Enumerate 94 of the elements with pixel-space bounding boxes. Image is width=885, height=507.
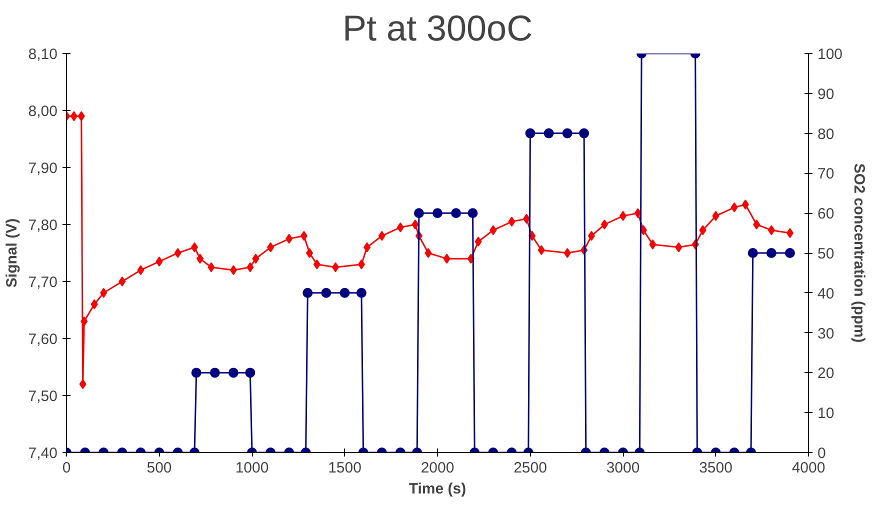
- point: [246, 262, 254, 272]
- point: [730, 202, 738, 212]
- y2-tick-label: 70: [818, 166, 834, 183]
- point: [90, 299, 98, 310]
- point: [313, 259, 320, 270]
- point: [784, 248, 795, 258]
- x-tick-label: 4000: [792, 460, 826, 476]
- point: [600, 220, 608, 230]
- point: [252, 254, 260, 264]
- point: [358, 259, 365, 270]
- point: [412, 220, 419, 230]
- x-tick-label: 2500: [514, 460, 547, 476]
- point: [100, 288, 108, 298]
- y2-axis-title: SO2 concentration (ppm): [850, 163, 868, 343]
- point: [70, 111, 78, 122]
- x-tick-label: 1000: [235, 460, 269, 476]
- y-tick-label: 7,80: [28, 217, 58, 234]
- chart-title: Pt at 300oC: [342, 8, 533, 48]
- point: [306, 248, 314, 258]
- point: [118, 276, 126, 286]
- point: [208, 262, 215, 272]
- point: [742, 200, 749, 210]
- y2-tick-label: 100: [818, 46, 843, 63]
- y-tick-label: 7,40: [28, 445, 58, 462]
- point: [649, 239, 656, 250]
- y-axis-title: Signal (V): [3, 218, 20, 288]
- point: [78, 111, 85, 122]
- point: [451, 208, 462, 218]
- x-axis-title: Time (s): [408, 480, 466, 498]
- point: [544, 128, 554, 138]
- point: [424, 248, 432, 258]
- point: [356, 288, 366, 298]
- point: [156, 256, 163, 267]
- y2-tick-label: 20: [818, 365, 834, 382]
- point: [267, 242, 274, 252]
- point: [286, 234, 293, 244]
- y-tick-label: 7,90: [28, 160, 58, 177]
- point: [432, 208, 442, 218]
- point: [174, 248, 182, 258]
- point: [80, 316, 88, 326]
- point: [768, 225, 775, 236]
- y2-tick-label: 30: [818, 325, 834, 342]
- point: [525, 128, 536, 138]
- y-tick-label: 7,60: [28, 331, 58, 348]
- point: [474, 236, 482, 247]
- point: [712, 210, 720, 221]
- point: [699, 225, 706, 236]
- x-tick-label: 2000: [420, 460, 454, 476]
- point: [634, 208, 642, 218]
- point: [79, 379, 86, 390]
- point: [579, 128, 590, 138]
- point: [753, 220, 760, 230]
- y2-tick-label: 90: [818, 86, 834, 103]
- y-tick-label: 8,10: [28, 46, 58, 63]
- point: [378, 230, 386, 241]
- point: [508, 216, 516, 227]
- point: [396, 222, 404, 232]
- x-tick-label: 3000: [606, 460, 640, 476]
- y2-tick-label: 0: [818, 445, 826, 462]
- point: [340, 288, 350, 298]
- x-tick-label: 3500: [699, 460, 732, 476]
- point: [321, 288, 332, 298]
- point: [190, 242, 198, 252]
- point: [137, 265, 144, 276]
- point: [414, 208, 424, 218]
- point: [468, 208, 478, 218]
- point: [364, 242, 371, 252]
- point: [443, 254, 450, 264]
- point: [562, 128, 572, 138]
- point: [538, 245, 545, 256]
- point: [302, 288, 313, 298]
- y-tick-label: 7,70: [28, 274, 58, 291]
- point: [230, 265, 237, 276]
- x-tick-label: 1500: [328, 460, 362, 476]
- point: [786, 228, 794, 238]
- y-tick-label: 7,50: [28, 388, 58, 405]
- point: [766, 248, 776, 258]
- point: [523, 214, 530, 224]
- y2-tick-label: 80: [818, 126, 834, 143]
- point: [564, 248, 571, 258]
- point: [332, 262, 339, 272]
- y2-tick-label: 40: [818, 285, 834, 302]
- y2-tick-label: 50: [818, 246, 834, 262]
- y2-tick-label: 60: [818, 206, 834, 223]
- y-tick-label: 8,00: [28, 103, 58, 120]
- point: [196, 254, 204, 264]
- x-tick-label: 500: [146, 460, 172, 476]
- y2-tick-label: 10: [818, 405, 834, 422]
- point: [748, 248, 758, 258]
- point: [588, 230, 595, 241]
- x-tick-label: 0: [62, 460, 71, 476]
- point: [300, 230, 308, 241]
- point: [490, 225, 497, 236]
- point: [675, 242, 682, 252]
